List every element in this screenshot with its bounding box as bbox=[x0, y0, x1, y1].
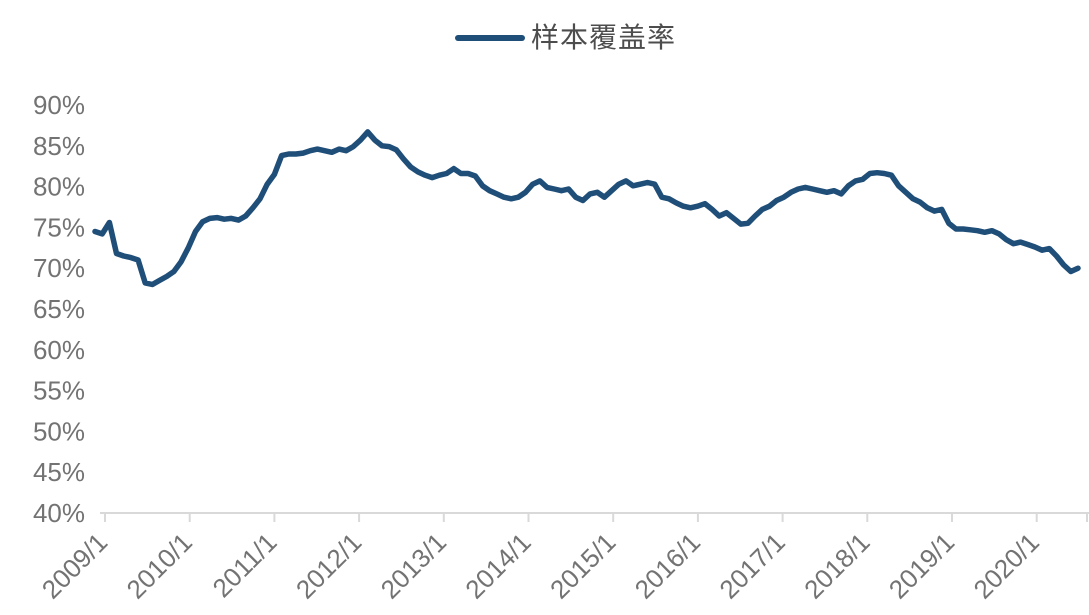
x-axis-tick-label: 2009/1 bbox=[36, 527, 113, 604]
legend-series-label: 样本覆盖率 bbox=[530, 21, 676, 54]
y-axis-tick-label: 65% bbox=[33, 294, 85, 324]
y-axis-tick-label: 85% bbox=[33, 131, 85, 161]
plot-area bbox=[92, 129, 1081, 288]
x-axis-tick-label: 2010/1 bbox=[120, 527, 197, 604]
y-axis-tick-label: 45% bbox=[33, 457, 85, 487]
y-axis-tick-label: 90% bbox=[33, 90, 85, 120]
x-axis-tick-label: 2015/1 bbox=[544, 527, 621, 604]
x-axis-tick-label: 2019/1 bbox=[883, 527, 960, 604]
legend-line-icon bbox=[454, 35, 525, 41]
x-axis-tick-label: 2012/1 bbox=[290, 527, 367, 604]
y-axis-tick-label: 50% bbox=[33, 416, 85, 446]
x-axis-tick-label: 2011/1 bbox=[207, 527, 283, 603]
x-axis-tick-label: 2013/1 bbox=[375, 527, 452, 604]
y-axis-tick-labels: 90% 85% 80% 75% 70% 65% 60% 55% 50% 45% 40% bbox=[33, 90, 85, 528]
x-axis-tick-label: 2017/1 bbox=[713, 527, 790, 604]
y-axis-tick-label: 55% bbox=[33, 376, 85, 406]
y-axis-tick-label: 70% bbox=[33, 253, 85, 283]
y-axis-tick-label: 75% bbox=[33, 212, 85, 242]
x-axis-tick-label: 2016/1 bbox=[629, 527, 706, 604]
x-axis bbox=[100, 512, 1089, 522]
y-axis-tick-label: 60% bbox=[33, 335, 85, 365]
coverage-rate-line bbox=[92, 129, 1081, 288]
y-axis-tick-label: 80% bbox=[33, 172, 85, 202]
x-axis-tick-label: 2018/1 bbox=[798, 527, 875, 604]
x-axis-tick-labels: 2009/1 2010/1 2011/1 2012/1 2013/1 2014/1 2015… bbox=[36, 527, 1045, 604]
y-axis-tick-label: 40% bbox=[33, 498, 85, 528]
x-axis-tick-label: 2014/1 bbox=[459, 527, 536, 604]
chart-legend: 样本覆盖率 bbox=[0, 24, 1089, 52]
x-axis-tick-label: 2020/1 bbox=[967, 527, 1044, 604]
